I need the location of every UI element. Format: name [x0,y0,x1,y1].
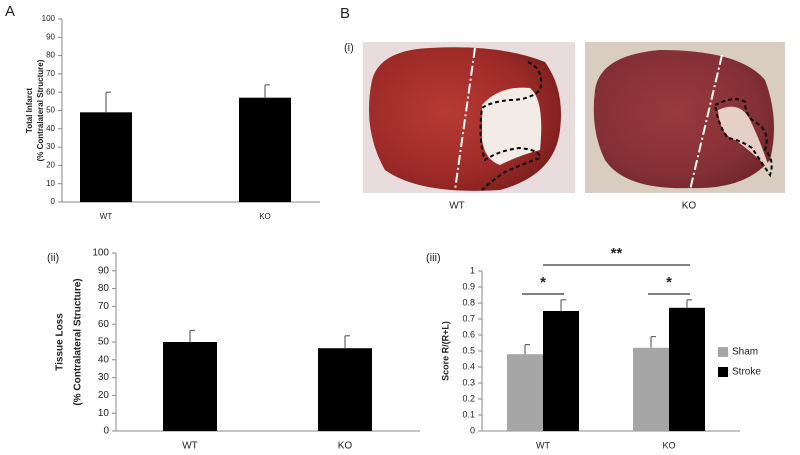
x-tick-label: KO [259,212,271,221]
y-tick-label: 50 [46,106,55,115]
y-tick-label: 0.4 [462,361,475,371]
legend-label: Stroke [732,367,761,378]
y-tick-label: 20 [98,390,110,401]
y-tick-label: 80 [46,51,55,60]
bar [163,342,217,431]
y-tick-label: 40 [98,354,110,365]
y-tick-label: 0.8 [462,297,475,307]
significance-label: * [666,274,672,291]
y-tick-label: 80 [98,283,110,294]
y-tick-label: 50 [98,337,110,348]
photo-caption: WT [449,201,465,212]
y-tick-label: 0.1 [462,409,475,419]
y-tick-label: 70 [46,69,55,78]
panel-label: (i) [344,42,354,54]
brain-photo-ko [585,42,785,193]
y-axis-label: (% Contralateral Structure) [73,278,84,405]
legend-swatch [718,347,728,357]
y-axis-label: (% Contralateral Structure) [36,59,45,161]
photo-caption: KO [682,201,697,212]
significance-label: ** [611,245,623,262]
y-tick-label: 0 [51,197,56,206]
y-tick-label: 90 [98,265,110,276]
x-tick-label: WT [536,440,550,450]
y-tick-label: 0.6 [462,329,475,339]
y-axis-label: Score R/(R+L) [440,321,450,381]
x-tick-label: WT [182,441,198,452]
y-tick-label: 10 [98,408,110,419]
y-tick-label: 0.7 [462,313,475,323]
bar [239,97,291,202]
y-tick-label: 100 [92,248,109,259]
y-tick-label: 60 [98,319,110,330]
y-tick-label: 60 [46,87,55,96]
y-tick-label: 0.5 [462,345,475,355]
bar [633,347,669,431]
y-tick-label: 10 [46,179,55,188]
y-tick-label: 40 [46,124,55,133]
x-tick-label: KO [662,440,675,450]
y-tick-label: 30 [98,372,110,383]
bar [507,354,543,431]
bar [669,307,705,431]
significance-label: * [540,274,546,291]
y-tick-label: 0.3 [462,377,475,387]
y-tick-label: 30 [46,142,55,151]
x-tick-label: KO [338,441,353,452]
panel-label: (ii) [47,252,59,264]
brain-photo-wt [363,42,575,193]
y-axis-label: Tissue Loss [55,313,66,371]
y-tick-label: 70 [98,301,110,312]
y-tick-label: 0 [103,426,109,437]
panel-label: B [340,5,350,22]
y-axis-label: Total Infarct [25,88,34,134]
x-tick-label: WT [100,212,113,221]
y-tick-label: 20 [46,161,55,170]
y-tick-label: 0.9 [462,281,475,291]
y-tick-label: 100 [42,14,56,23]
bar [80,112,132,202]
legend-label: Sham [732,347,758,358]
y-tick-label: 0.2 [462,393,475,403]
y-tick-label: 90 [46,32,55,41]
panel-label: (iii) [426,252,441,264]
bar [318,348,372,431]
bar [543,311,579,431]
y-tick-label: 0 [470,425,475,435]
legend-swatch [718,367,728,377]
y-tick-label: 1 [470,265,475,275]
panel-label: A [5,3,15,20]
